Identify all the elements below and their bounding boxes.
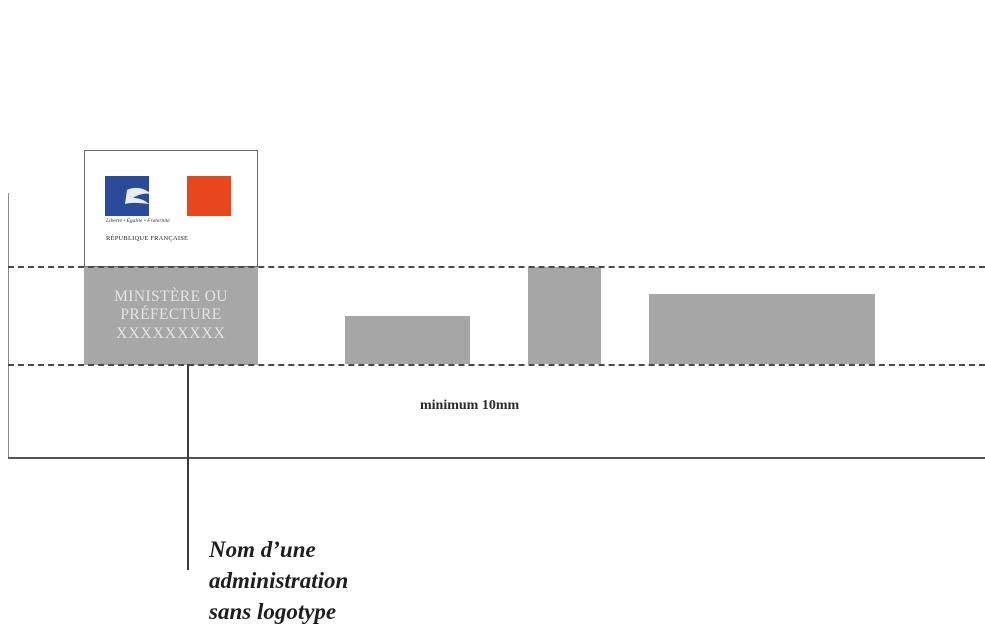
ministry-block: MINISTÈRE OU PRÉFECTURE XXXXXXXXX — [84, 267, 258, 365]
marianne-back-curve — [177, 204, 187, 216]
motto-text: Liberté • Égalité • Fraternité — [106, 218, 170, 224]
grey-block-2 — [528, 267, 601, 364]
minimum-margin-label: minimum 10mm — [420, 398, 520, 413]
caption-leader-line — [187, 364, 189, 570]
bottom-dashed-guide — [8, 364, 985, 366]
caption-line-1: Nom d’une — [209, 537, 316, 562]
grey-block-3 — [649, 294, 875, 364]
ministry-line-2: PRÉFECTURE — [120, 306, 222, 323]
marianne-logo-block: Liberté • Égalité • Fraternité RÉPUBLIQU… — [84, 150, 258, 267]
caption-line-2: administration — [209, 568, 349, 593]
caption-line-3: sans logotype — [209, 599, 337, 624]
republic-text: RÉPUBLIQUE FRANÇAISE — [106, 235, 189, 242]
flag-red-band — [187, 176, 231, 216]
marianne-hair-icon — [125, 187, 151, 204]
grey-block-1 — [345, 316, 470, 364]
top-dashed-guide — [8, 266, 985, 268]
caption-text: Nom d’une administration sans logotype — [209, 534, 509, 627]
ministry-line-1: MINISTÈRE OU — [114, 288, 228, 305]
marianne-profile-icon — [149, 176, 175, 216]
baseline-rule — [8, 457, 985, 459]
left-vertical-rule — [8, 193, 9, 458]
marianne-flag-icon — [105, 176, 231, 216]
ministry-line-3: XXXXXXXXX — [116, 325, 226, 342]
